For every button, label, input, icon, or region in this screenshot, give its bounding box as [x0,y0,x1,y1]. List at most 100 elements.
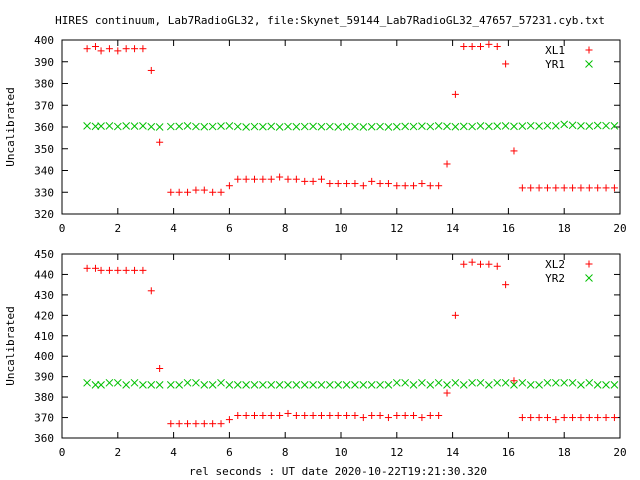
data-point [259,380,267,389]
data-point [409,380,418,389]
data-point [147,66,155,74]
data-point [131,266,139,274]
data-point [334,123,343,131]
data-point [276,173,284,181]
x-tick-label: 16 [502,446,515,459]
legend-marker [585,274,593,282]
data-point [610,184,618,192]
data-point [459,380,468,389]
x-tick-label: 16 [502,222,515,235]
data-point [166,380,175,389]
data-point [147,287,155,295]
data-point [593,121,602,130]
data-point [359,182,367,190]
data-point [113,378,122,387]
data-point [192,420,200,428]
series-xl2 [83,258,618,428]
data-point [502,60,510,68]
data-point [167,188,175,196]
data-point [326,180,334,188]
data-point [147,122,156,131]
y-tick-label: 440 [34,268,54,281]
data-point [309,380,317,389]
data-point [610,380,619,389]
data-point [443,380,451,389]
data-point [551,378,560,387]
y-tick-label: 320 [34,208,54,221]
x-tick-label: 4 [170,446,177,459]
y-tick-label: 380 [34,391,54,404]
data-point [91,380,100,389]
data-point [443,389,451,397]
data-point [568,378,577,387]
top-panel: 320 330 340 350 360 370 380 390 400 0 2 4 6 8 10 12 14 16… [4,34,627,235]
data-point [326,412,334,420]
y-tick-label: 360 [34,121,54,134]
data-point [351,180,359,188]
data-point [276,412,284,420]
data-point [155,380,164,389]
data-point [410,182,418,190]
x-tick-label: 8 [282,222,289,235]
data-point [368,177,376,185]
data-point [451,311,459,319]
data-point [510,380,518,389]
data-point [233,380,242,389]
data-point [426,380,435,389]
data-point [359,380,368,389]
data-point [443,122,451,131]
legend-label: YR2 [545,272,565,285]
data-point [501,378,510,387]
data-point [139,380,147,389]
data-point [192,186,200,194]
data-point [493,43,501,51]
data-point [113,122,122,131]
data-point [526,121,535,130]
data-point [200,122,209,131]
data-point [192,378,200,387]
data-point [105,122,114,130]
data-point [334,380,343,389]
data-point [83,122,91,130]
data-point [175,420,183,428]
data-point [343,412,351,420]
data-point [139,122,147,130]
data-point [392,122,401,131]
data-point [114,47,122,55]
x-tick-label: 12 [390,446,403,459]
x-tick-label: 20 [613,446,626,459]
data-point [459,122,468,131]
y-tick-label: 450 [34,248,54,261]
data-point [105,45,113,53]
data-point [376,180,384,188]
data-point [376,122,384,131]
data-point [250,380,259,389]
data-point [435,182,443,190]
x-tick-label: 6 [226,222,233,235]
data-point [602,380,610,389]
data-point [543,184,551,192]
y-tick-label: 390 [34,56,54,69]
data-point [91,264,99,272]
legend-marker [585,260,593,268]
data-point [97,380,105,389]
data-point [594,184,602,192]
data-point [477,43,484,51]
data-point [83,378,91,387]
y-tick-label: 340 [34,165,54,178]
data-point [301,412,309,420]
data-point [409,122,418,131]
data-point [393,412,401,420]
data-point [166,122,175,131]
data-point [426,182,434,190]
x-tick-label: 0 [59,446,66,459]
data-point [325,380,334,389]
data-point [114,266,122,274]
data-point [552,416,560,424]
data-point [392,378,401,387]
data-point [426,122,435,131]
data-point [105,266,113,274]
series-yr2 [83,378,619,389]
data-point [267,412,275,420]
data-point [217,122,225,130]
